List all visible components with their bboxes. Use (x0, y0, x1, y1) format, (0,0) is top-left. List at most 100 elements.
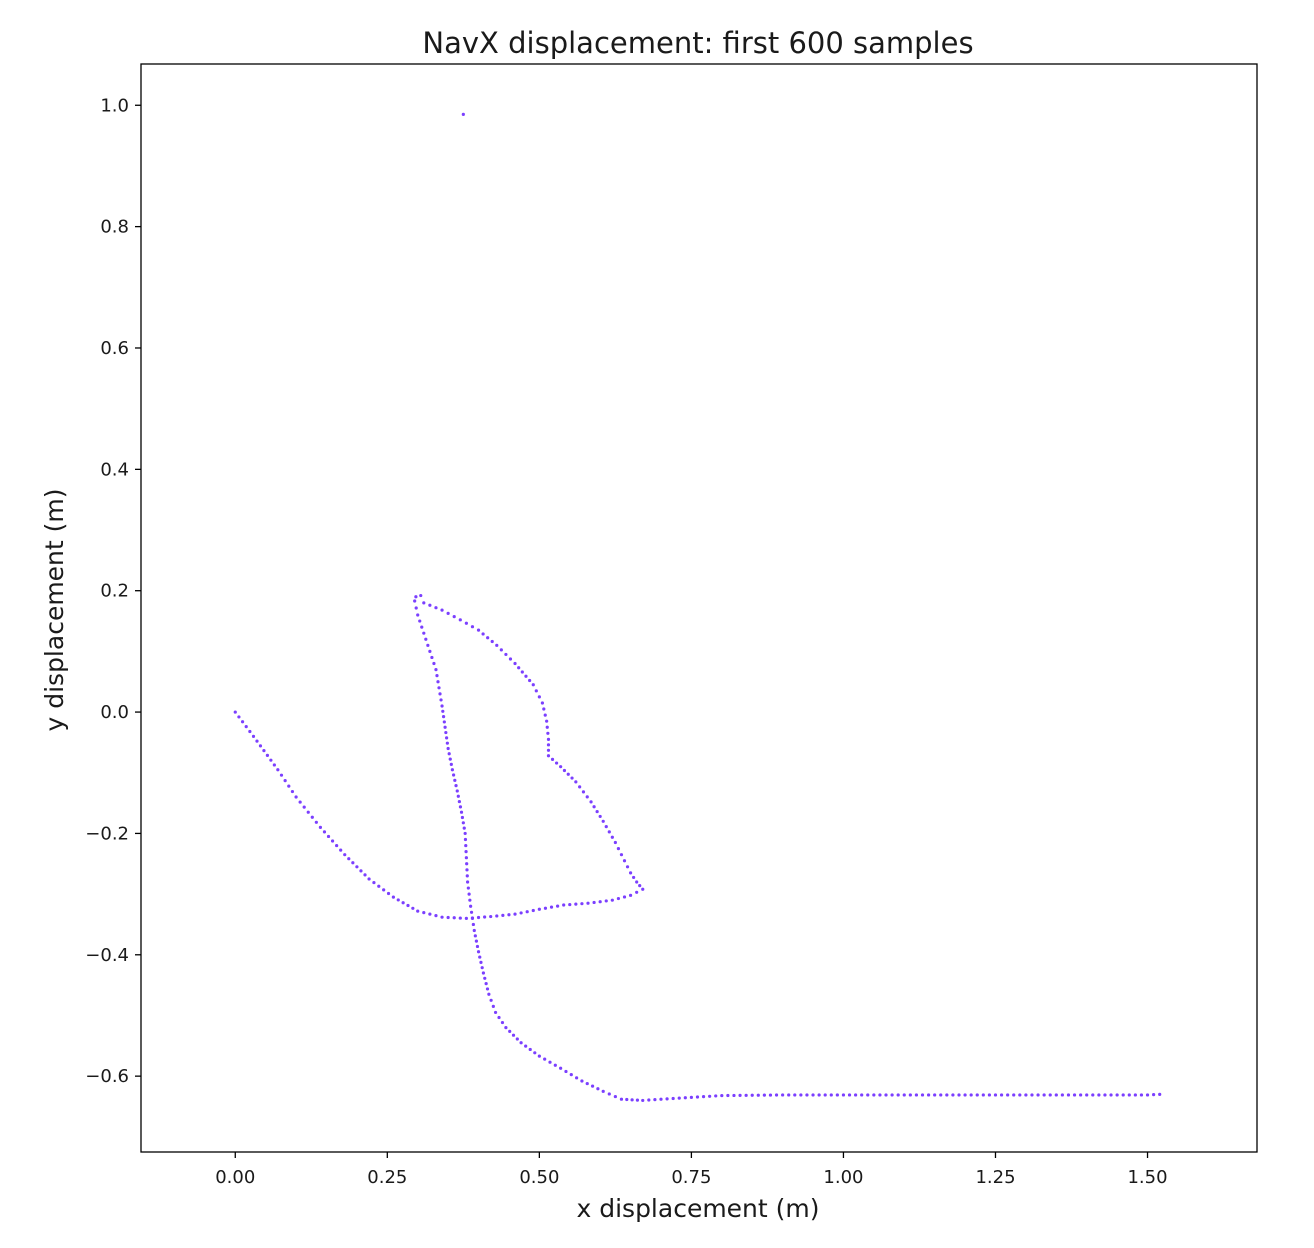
data-point (787, 1093, 791, 1097)
data-point (440, 704, 444, 708)
data-point (533, 1051, 537, 1055)
data-point (540, 701, 544, 705)
data-point (251, 734, 256, 738)
data-point (411, 906, 415, 910)
data-point (430, 655, 434, 660)
data-point (418, 619, 422, 623)
y-tick-label: −0.6 (85, 1066, 129, 1087)
data-point (1115, 1093, 1119, 1097)
data-point (525, 910, 529, 914)
data-point (902, 1093, 906, 1097)
data-point (625, 865, 630, 869)
data-point (359, 869, 363, 873)
data-point (1012, 1093, 1016, 1097)
data-point (248, 729, 252, 734)
y-axis-label: y displacement (m) (40, 488, 69, 731)
data-point (461, 821, 465, 825)
data-point (542, 707, 546, 711)
data-point (310, 815, 314, 819)
data-point (465, 868, 469, 872)
data-point (476, 950, 481, 954)
data-point (625, 1097, 629, 1102)
data-point (489, 914, 493, 919)
data-point (233, 710, 237, 714)
data-point (1139, 1093, 1144, 1097)
data-point (439, 698, 443, 702)
data-point (422, 911, 426, 915)
data-point (1121, 1093, 1125, 1097)
data-point (481, 632, 485, 636)
data-point (517, 666, 521, 670)
data-point (575, 1076, 579, 1080)
data-point (1133, 1093, 1137, 1097)
x-tick-label: 1.25 (975, 1167, 1015, 1188)
data-point (343, 853, 347, 857)
data-point (406, 903, 410, 908)
data-point (1048, 1093, 1052, 1097)
data-points (233, 112, 1162, 1103)
data-point (933, 1093, 937, 1097)
data-point (452, 916, 456, 920)
data-point (455, 789, 459, 793)
data-point (1085, 1093, 1089, 1097)
x-axis: 0.00 0.25 0.50 0.75 1.00 1.25 1.50 (215, 1152, 1168, 1188)
data-point (1060, 1093, 1064, 1097)
data-point (413, 599, 417, 603)
data-point (436, 680, 440, 684)
data-point (799, 1093, 803, 1097)
y-tick-label: 0.4 (100, 459, 129, 480)
data-point (469, 910, 474, 914)
data-point (619, 853, 624, 857)
data-point (607, 1092, 611, 1096)
data-point (574, 780, 578, 784)
data-point (641, 1098, 645, 1103)
data-point (564, 1069, 568, 1074)
data-point (619, 1097, 624, 1101)
data-point (497, 1015, 501, 1020)
data-point (448, 757, 452, 761)
data-point (610, 898, 614, 902)
data-point (472, 928, 476, 933)
data-point (559, 1066, 563, 1070)
data-point (520, 670, 524, 674)
data-point (671, 1096, 675, 1101)
data-point (480, 966, 484, 970)
data-point (464, 916, 468, 920)
data-point (993, 1093, 998, 1097)
data-point (610, 835, 614, 839)
data-point (578, 785, 582, 789)
data-point (519, 911, 523, 915)
data-point (957, 1093, 961, 1097)
data-point (543, 713, 547, 717)
data-point (635, 1098, 640, 1102)
data-point (592, 900, 596, 905)
data-point (466, 886, 470, 890)
data-point (793, 1093, 797, 1097)
data-point (382, 888, 386, 892)
data-point (841, 1093, 846, 1097)
data-point (562, 903, 566, 907)
data-point (756, 1093, 760, 1097)
data-point (491, 1004, 495, 1008)
data-point (559, 765, 563, 769)
data-point (446, 915, 450, 920)
data-point (279, 773, 284, 777)
data-point (244, 725, 248, 729)
data-point (622, 859, 627, 863)
data-point (616, 846, 621, 851)
data-point (920, 1093, 925, 1097)
data-point (566, 772, 570, 776)
data-point (272, 763, 276, 767)
data-point (434, 914, 438, 918)
plot-frame (140, 63, 1258, 1153)
data-point (987, 1093, 992, 1097)
data-point (428, 603, 432, 607)
data-point (574, 902, 578, 906)
data-point (449, 762, 453, 767)
data-point (453, 778, 457, 782)
data-point (847, 1093, 852, 1097)
data-point (438, 692, 442, 696)
data-point (489, 998, 493, 1002)
data-point (939, 1093, 943, 1097)
data-point (1079, 1093, 1083, 1097)
